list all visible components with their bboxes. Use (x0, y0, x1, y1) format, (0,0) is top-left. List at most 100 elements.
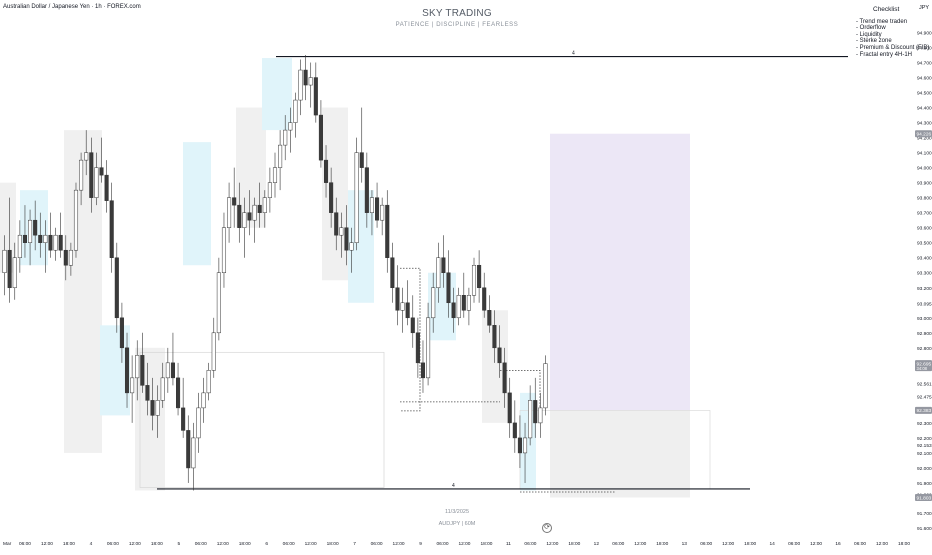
price-tick: 94.100 (917, 151, 932, 157)
candle-body (360, 153, 364, 168)
candle-body (125, 348, 129, 393)
candle-body (90, 153, 94, 198)
candle (396, 265, 400, 325)
candle-body (8, 250, 12, 288)
time-tick: 12:00 (41, 541, 53, 547)
reset-chart-icon[interactable]: ⟳ (542, 523, 552, 533)
zone-box (262, 58, 292, 130)
candle (207, 363, 211, 401)
time-tick: 06:00 (283, 541, 295, 547)
candle (181, 378, 185, 438)
price-tick: 92.900 (917, 331, 932, 337)
candle-body (498, 348, 502, 363)
candle-body (59, 235, 63, 250)
time-tick: 12:00 (634, 541, 646, 547)
candle-body (350, 243, 354, 251)
candle-body (197, 408, 201, 438)
candle-body (64, 250, 68, 265)
candle (472, 258, 476, 303)
candle-body (69, 250, 73, 265)
candle-body (544, 364, 548, 408)
candle (110, 183, 114, 273)
candle-body (273, 168, 277, 183)
time-tick: 18:00 (239, 541, 251, 547)
candle-body (462, 295, 466, 310)
candle-body (222, 228, 226, 273)
candle-body (329, 183, 333, 213)
checklist-item: - Premium & Discount (FIB) (856, 45, 929, 52)
price-tick: 92.300 (917, 421, 932, 427)
time-tick: 06:00 (854, 541, 866, 547)
candle (115, 243, 119, 333)
price-badge-timer: 34:08 (917, 366, 928, 371)
candle (385, 190, 389, 273)
checklist-panel: Checklist - Trend mee traden - Orderflow… (856, 7, 929, 58)
candle-body (237, 205, 241, 228)
candle-body (396, 288, 400, 311)
price-tick: 92.561 (917, 382, 932, 388)
watermark-pair: AUDJPY | 60M (0, 521, 914, 527)
candle (49, 213, 53, 258)
candle-body (100, 168, 104, 176)
candle-body (33, 220, 37, 235)
candle-body (533, 400, 537, 423)
candle (222, 213, 226, 288)
price-tick: 93.300 (917, 271, 932, 277)
time-tick: 7 (353, 541, 356, 547)
candle (380, 198, 384, 236)
checklist-item: - Orderflow (856, 25, 929, 32)
candle (192, 423, 196, 491)
price-tick: 93.095 (917, 302, 932, 308)
candle-body (253, 205, 257, 220)
candle-body (457, 295, 461, 318)
candle (411, 295, 415, 348)
time-tick: 12:00 (546, 541, 558, 547)
candle-body (135, 355, 139, 378)
candle-body (186, 430, 190, 468)
price-tick: 92.153 (917, 443, 932, 449)
time-tick: 13 (682, 541, 688, 547)
candle (304, 55, 308, 100)
candle-body (115, 258, 119, 318)
candle-body (482, 288, 486, 311)
candle-body (355, 153, 359, 243)
price-tick: 91.900 (917, 481, 932, 487)
brand-subtitle: PATIENCE | DISCIPLINE | FEARLESS (0, 22, 914, 28)
candle-body (340, 228, 344, 236)
candle-body (299, 70, 303, 100)
price-tick: 92.000 (917, 466, 932, 472)
time-tick: 12:00 (217, 541, 229, 547)
price-tick: 93.500 (917, 241, 932, 247)
candle-body (283, 130, 287, 145)
time-tick: 06:00 (195, 541, 207, 547)
candle (130, 355, 134, 423)
time-tick: 06:00 (371, 541, 383, 547)
candle-body (334, 213, 338, 236)
candle-body (472, 265, 476, 295)
candle-body (518, 438, 522, 453)
candle (355, 138, 359, 251)
candle (268, 168, 272, 213)
time-tick: 12:00 (722, 541, 734, 547)
candle (421, 340, 425, 393)
candle (273, 153, 277, 198)
zone-box (183, 142, 211, 265)
candle-body (345, 228, 349, 251)
candle-body (309, 78, 313, 86)
price-tick: 93.600 (917, 226, 932, 232)
zone-box (135, 348, 165, 491)
price-tick: 92.800 (917, 346, 932, 352)
watermark-date: 11/3/2025 (0, 509, 914, 515)
candle-body (375, 198, 379, 221)
time-tick: 5 (177, 541, 180, 547)
candle (299, 60, 303, 116)
time-tick: 6 (265, 541, 268, 547)
candle-body (513, 423, 517, 438)
price-tick: 93.700 (917, 211, 932, 217)
candle (477, 250, 481, 303)
candle-body (370, 198, 374, 213)
candle-body (442, 258, 446, 273)
level-label: 4 (452, 483, 455, 489)
candle-body (227, 198, 231, 228)
